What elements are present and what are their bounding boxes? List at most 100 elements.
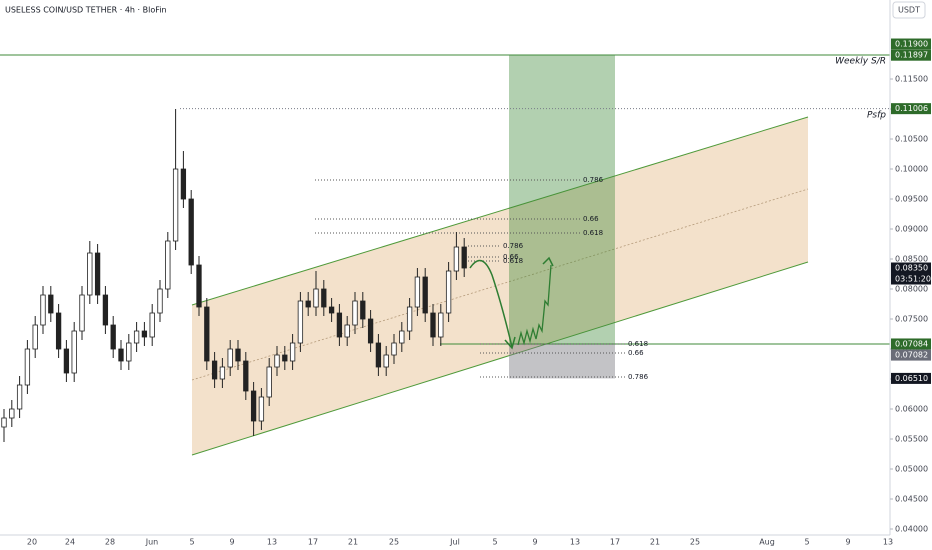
price-badge: [891, 38, 931, 50]
candle-body: [71, 330, 77, 374]
candle-body: [274, 354, 280, 368]
candle-body: [141, 330, 148, 338]
arrowhead: [504, 336, 516, 350]
candle-body: [461, 246, 467, 269]
x-tick-label: Jun: [145, 538, 159, 547]
y-tick-label: 0.04000: [895, 525, 928, 534]
candle-body: [344, 324, 350, 338]
candle-body: [133, 330, 140, 344]
candle-body: [79, 294, 85, 332]
x-tick-label: 17: [308, 538, 318, 547]
candle-body: [16, 384, 23, 410]
y-tick-label: 0.07500: [895, 315, 928, 324]
chart-title: USELESS COIN/USD TETHER · 4h · BloFin: [5, 6, 167, 15]
y-tick-label: 0.06000: [895, 405, 928, 414]
x-tick-label: 21: [348, 538, 358, 547]
fib-label: 0.618: [628, 340, 648, 348]
candle-body: [94, 252, 101, 296]
candle-body: [375, 342, 382, 368]
x-tick-label: 9: [845, 538, 850, 547]
take-profit-zone: [509, 55, 615, 344]
annotation: Psfp: [867, 111, 886, 121]
price-badge-label: 0.08350: [895, 264, 928, 273]
projection-arrow-up: [517, 264, 552, 346]
candle-body: [165, 240, 171, 290]
candle-body: [266, 366, 272, 398]
candle-body: [336, 312, 343, 338]
countdown: 03:51:20: [895, 275, 931, 284]
candle-body: [172, 168, 179, 242]
fib-label: 0.66: [503, 253, 519, 261]
x-tick-label: Jul: [449, 538, 460, 547]
x-tick-label: 24: [65, 538, 75, 547]
price-badge-label: 0.11897: [895, 51, 928, 60]
candle-body: [211, 360, 218, 380]
x-tick-label: 28: [105, 538, 115, 547]
x-tick-label: 25: [389, 538, 399, 547]
price-badge: [891, 349, 931, 361]
fib-label: 0.786: [583, 176, 604, 184]
candle-body: [383, 354, 389, 368]
candle-body: [282, 354, 288, 362]
y-tick-label: 0.08500: [895, 255, 928, 264]
candle-body: [243, 360, 249, 392]
candle-body: [313, 288, 319, 308]
candle-body: [399, 330, 405, 344]
y-tick-label: 0.08000: [895, 285, 928, 294]
candle-body: [305, 300, 311, 308]
projection-arrow-down: [469, 259, 513, 348]
fib-label: 0.66: [628, 349, 644, 357]
y-tick-label: 0.10500: [895, 135, 928, 144]
candle-body: [102, 294, 109, 326]
candle-body: [289, 342, 296, 362]
y-tick-label: 0.04500: [895, 495, 928, 504]
price-badge-label: 0.11900: [895, 40, 928, 49]
price-badge-label: 0.07084: [895, 339, 928, 348]
y-tick-label: 0.10000: [895, 165, 928, 174]
fib-label: 0.786: [628, 373, 649, 381]
candle-body: [48, 294, 54, 314]
x-tick-label: 13: [267, 538, 277, 547]
candle-body: [406, 306, 413, 332]
candle-body: [227, 348, 233, 368]
x-tick-label: 17: [610, 538, 620, 547]
price-badge: [891, 262, 931, 274]
candle-body: [219, 366, 226, 380]
price-badge-label: 0.11006: [895, 104, 928, 113]
candle-body: [63, 348, 70, 374]
candle-body: [250, 390, 257, 422]
y-tick-label: 0.05000: [895, 465, 928, 474]
candle-body: [149, 312, 155, 338]
x-tick-label: 9: [532, 538, 537, 547]
candle-body: [360, 300, 366, 320]
x-tick-label: 20: [27, 538, 37, 547]
candle-body: [367, 318, 374, 344]
price-badge-label: 0.06510: [895, 374, 928, 383]
candle-body: [110, 324, 116, 350]
x-tick-label: 13: [883, 538, 893, 547]
y-tick-label: 0.09000: [895, 225, 928, 234]
x-tick-label: 21: [650, 538, 660, 547]
annotation: Weekly S/R: [835, 57, 886, 67]
price-badge: [891, 49, 931, 61]
candle-body: [40, 294, 46, 326]
countdown-badge: [891, 273, 931, 285]
y-tick-label: 0.09500: [895, 195, 928, 204]
price-badge-label: 0.07082: [895, 351, 928, 360]
candle-body: [180, 168, 187, 200]
candle-body: [258, 396, 265, 422]
candle-body: [126, 342, 132, 362]
x-tick-label: 13: [570, 538, 580, 547]
candle-body: [352, 300, 358, 326]
candle-body: [118, 348, 124, 362]
price-badge: [891, 103, 931, 115]
currency-button[interactable]: [892, 1, 926, 19]
candle-body: [445, 270, 452, 314]
channel-upper: [191, 116, 809, 306]
candle-body: [157, 288, 163, 314]
candle-body: [9, 408, 15, 419]
x-tick-label: 5: [804, 538, 809, 547]
x-tick-label: 5: [189, 538, 194, 547]
candle-body: [321, 288, 327, 308]
